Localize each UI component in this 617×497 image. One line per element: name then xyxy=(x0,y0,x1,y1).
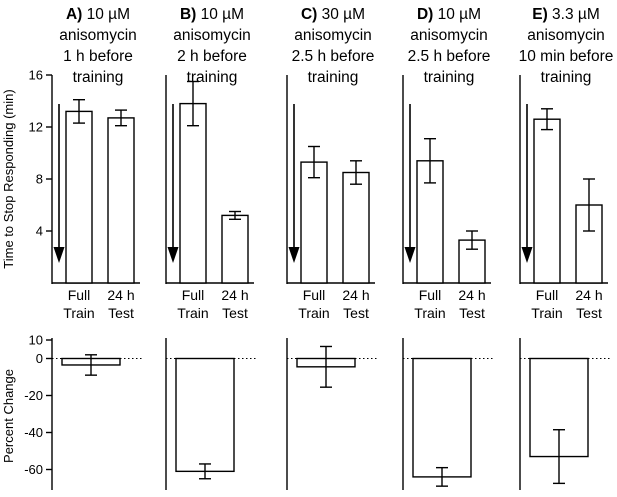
panel-e-x-tick-label: Full xyxy=(536,287,559,303)
panel-c-x-tick-label: Test xyxy=(343,305,369,321)
panel-b-bar-full-train xyxy=(179,102,207,284)
panel-b-change-bar xyxy=(175,357,235,473)
panel-b-x-tick-label: Train xyxy=(177,305,208,321)
panel-a-change-y-tick-label: -40 xyxy=(24,425,43,440)
panel-c-title-line: anisomycin xyxy=(294,27,372,44)
panel-a-x-tick-label: Test xyxy=(108,305,134,321)
panel-e-arrow-head xyxy=(521,247,533,263)
panel-a-x-tick-label: Train xyxy=(63,305,94,321)
panel-e-title-line: 10 min before xyxy=(519,48,614,65)
panel-a-title-line: training xyxy=(73,69,124,86)
panel-e-bar-full-train xyxy=(533,118,561,284)
panel-c-bar-full-train xyxy=(300,161,328,284)
panel-a-bar-24h-test xyxy=(107,117,135,284)
panel-a-title-line: A) 10 µM xyxy=(66,6,130,23)
panel-a-change-y-tick-label: -60 xyxy=(24,462,43,477)
panel-a-change-y-tick-label: -20 xyxy=(24,388,43,403)
panel-a-y-tick-label: 4 xyxy=(36,224,43,239)
panel-a-title-letter: A) xyxy=(66,6,82,23)
panel-b-title-line: anisomycin xyxy=(173,27,251,44)
panel-a-y-tick-label: 16 xyxy=(29,68,43,83)
panel-c-title-letter: C) xyxy=(301,6,317,23)
panel-b-title-line: B) 10 µM xyxy=(180,6,244,23)
panel-c-arrow-head xyxy=(288,247,300,263)
panel-c-x-tick-label: Full xyxy=(303,287,326,303)
change-y-axis-label: Percent Change xyxy=(1,369,16,463)
panel-e-x-tick-label: 24 h xyxy=(575,287,602,303)
panel-c-bar-24h-test xyxy=(342,171,370,284)
panel-d-title-line: D) 10 µM xyxy=(417,6,481,23)
panel-c-x-tick-label: 24 h xyxy=(342,287,369,303)
panel-e-title: E) 3.3 µM anisomycin 10 min before training xyxy=(519,6,614,86)
panel-c-title-line: C) 30 µM xyxy=(301,6,365,23)
panel-a-y-tick-label: 12 xyxy=(29,120,43,135)
panel-a-y-tick-label: 8 xyxy=(36,172,43,187)
panel-b-title-line: 2 h before xyxy=(177,48,247,65)
panel-d-x-tick-label: Test xyxy=(459,305,485,321)
panel-b-title-letter: B) xyxy=(180,6,196,23)
panel-c-title: C) 30 µM anisomycin 2.5 h before training xyxy=(292,6,375,86)
panel-a-title: A) 10 µM anisomycin 1 h before training xyxy=(59,6,137,86)
panel-c-title-line: training xyxy=(308,69,359,86)
panel-a-title-line: 1 h before xyxy=(63,48,133,65)
panel-b-x-tick-label: Test xyxy=(222,305,248,321)
panel-d-arrow-head xyxy=(404,247,416,263)
panel-c-x-tick-label: Train xyxy=(298,305,329,321)
panel-b-bar-24h-test xyxy=(221,214,249,284)
panel-a-x-tick-label: 24 h xyxy=(107,287,134,303)
panel-a-bar-full-train xyxy=(65,110,93,284)
panel-d-title-letter: D) xyxy=(417,6,433,23)
panel-e-title-line: training xyxy=(541,69,592,86)
panel-e-x-tick-label: Test xyxy=(576,305,602,321)
panel-d-title-line: training xyxy=(424,69,475,86)
panel-d-x-tick-label: Full xyxy=(419,287,442,303)
panel-b-arrow-head xyxy=(167,247,179,263)
y-axis-label: Time to Stop Responding (min) xyxy=(1,89,16,268)
panel-d-x-tick-label: 24 h xyxy=(458,287,485,303)
panel-e-x-tick-label: Train xyxy=(531,305,562,321)
panel-d-x-tick-label: Train xyxy=(414,305,445,321)
panel-d-change-bar xyxy=(412,357,472,478)
panel-d-title-line: anisomycin xyxy=(410,27,488,44)
panel-a-arrow-head xyxy=(53,247,65,263)
panel-e-title-line: E) 3.3 µM xyxy=(532,6,600,23)
panel-d-title-line: 2.5 h before xyxy=(408,48,491,65)
panel-a-title-line: anisomycin xyxy=(59,27,137,44)
panel-e-title-line: anisomycin xyxy=(527,27,605,44)
panel-b-title: B) 10 µM anisomycin 2 h before training xyxy=(173,6,251,86)
panel-e-title-letter: E) xyxy=(532,6,548,23)
panel-a-change-y-tick-label: 0 xyxy=(36,351,43,366)
panel-c-title-line: 2.5 h before xyxy=(292,48,375,65)
panel-d-title: D) 10 µM anisomycin 2.5 h before training xyxy=(408,6,491,86)
panel-b-title-line: training xyxy=(187,69,238,86)
panel-a-change-y-tick-label: 10 xyxy=(29,333,43,348)
panel-b-x-tick-label: 24 h xyxy=(221,287,248,303)
panel-b-x-tick-label: Full xyxy=(182,287,205,303)
panel-a-x-tick-label: Full xyxy=(68,287,91,303)
